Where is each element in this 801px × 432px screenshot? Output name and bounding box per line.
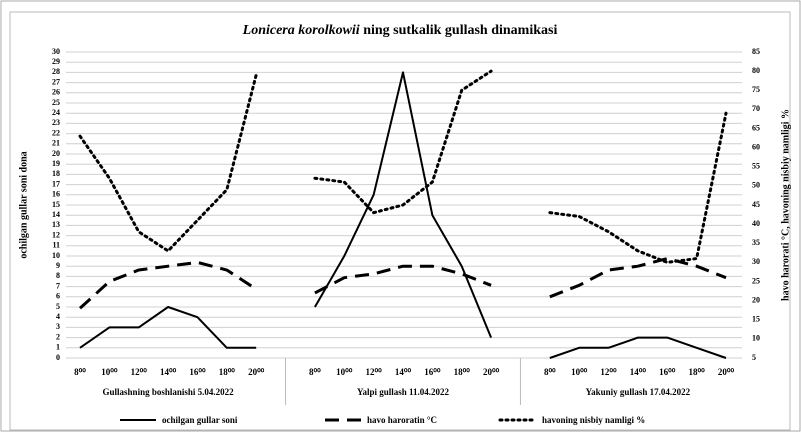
group-label: Yakuniy gullash 17.04.2022 xyxy=(586,387,691,397)
y-tick-label: 15 xyxy=(52,200,60,209)
series-line xyxy=(78,69,728,264)
x-tick-label: 10⁰⁰ xyxy=(571,367,588,377)
y-tick-label: 11 xyxy=(52,241,60,250)
x-tick-label: 10⁰⁰ xyxy=(101,367,118,377)
y-tick-label: 24 xyxy=(52,108,60,117)
y2-tick-label: 50 xyxy=(752,181,760,190)
title-species: Lonicera korolkowii xyxy=(242,23,360,38)
y2-tick-label: 5 xyxy=(752,353,756,362)
series-line xyxy=(78,257,727,310)
y-tick-label: 18 xyxy=(52,169,60,178)
legend-label: havo haroratin °C xyxy=(367,415,437,425)
x-tick-label: 10⁰⁰ xyxy=(336,367,353,377)
x-tick-label: 14⁰⁰ xyxy=(395,367,412,377)
y-tick-label: 8 xyxy=(56,271,60,280)
y-tick-label: 0 xyxy=(56,353,60,362)
x-tick-label: 20⁰⁰ xyxy=(483,367,500,377)
y2-tick-label: 85 xyxy=(752,47,760,56)
x-tick-label: 18⁰⁰ xyxy=(454,367,471,377)
y2-tick-label: 75 xyxy=(752,85,760,94)
y-tick-label: 10 xyxy=(52,251,60,260)
y2-tick-label: 65 xyxy=(752,123,760,132)
x-tick-label: 16⁰⁰ xyxy=(659,367,676,377)
x-tick-label: 18⁰⁰ xyxy=(689,367,706,377)
y2-tick-label: 80 xyxy=(752,66,760,75)
y-tick-label: 9 xyxy=(56,261,60,270)
chart-title: Lonicera korolkowii ning sutkalik gullas… xyxy=(242,23,558,38)
y-tick-label: 20 xyxy=(52,149,60,158)
y-tick-label: 12 xyxy=(52,230,60,239)
y-tick-label: 30 xyxy=(52,47,60,56)
y-tick-label: 27 xyxy=(52,77,60,86)
y-tick-label: 14 xyxy=(52,210,60,219)
y-tick-label: 22 xyxy=(52,128,60,137)
x-tick-label: 20⁰⁰ xyxy=(718,367,735,377)
title-rest: ning sutkalik gullash dinamikasi xyxy=(360,23,558,38)
y-tick-label: 28 xyxy=(52,67,60,76)
y2-tick-label: 25 xyxy=(752,276,760,285)
y-tick-label: 6 xyxy=(56,292,60,301)
y-tick-label: 21 xyxy=(52,139,60,148)
y2-tick-label: 70 xyxy=(752,104,760,113)
group-label: Yalpi gullash 11.04.2022 xyxy=(357,387,450,397)
y-tick-label: 2 xyxy=(56,332,60,341)
x-tick-label: 12⁰⁰ xyxy=(600,367,617,377)
y-tick-label: 7 xyxy=(56,281,60,290)
y-tick-label: 16 xyxy=(52,190,60,199)
x-tick-label: 14⁰⁰ xyxy=(160,367,177,377)
series-line xyxy=(79,71,727,359)
legend-label: ochilgan gullar soni xyxy=(162,415,238,425)
x-tick-label: 8⁰⁰ xyxy=(544,367,556,377)
y-tick-label: 1 xyxy=(56,343,60,352)
y-tick-label: 3 xyxy=(56,322,60,331)
y2-tick-label: 55 xyxy=(752,162,760,171)
x-tick-label: 20⁰⁰ xyxy=(248,367,265,377)
x-tick-label: 14⁰⁰ xyxy=(630,367,647,377)
y2-tick-label: 45 xyxy=(752,200,760,209)
y-axis-label: ochilgan gullar soni dona xyxy=(18,151,29,258)
y2-tick-label: 20 xyxy=(752,295,760,304)
y-tick-label: 26 xyxy=(52,88,60,97)
x-tick-label: 16⁰⁰ xyxy=(424,367,441,377)
x-tick-label: 12⁰⁰ xyxy=(366,367,383,377)
y2-tick-label: 35 xyxy=(752,238,760,247)
legend-label: havoning nisbiy namligi % xyxy=(542,415,645,425)
x-tick-label: 16⁰⁰ xyxy=(189,367,206,377)
y-tick-label: 17 xyxy=(52,179,60,188)
y-tick-label: 19 xyxy=(52,159,60,168)
y2-tick-label: 30 xyxy=(752,257,760,266)
y-tick-label: 25 xyxy=(52,98,60,107)
x-tick-label: 8⁰⁰ xyxy=(309,367,321,377)
x-tick-label: 8⁰⁰ xyxy=(74,367,86,377)
y2-tick-label: 40 xyxy=(752,219,760,228)
x-tick-label: 18⁰⁰ xyxy=(219,367,236,377)
y-tick-label: 29 xyxy=(52,57,60,66)
y-tick-label: 5 xyxy=(56,302,60,311)
y-tick-label: 4 xyxy=(56,312,60,321)
y2-tick-label: 60 xyxy=(752,142,760,151)
chart-border xyxy=(9,11,791,431)
y-tick-label: 13 xyxy=(52,220,60,229)
y-tick-label: 23 xyxy=(52,118,60,127)
x-tick-label: 12⁰⁰ xyxy=(131,367,148,377)
y2-tick-label: 10 xyxy=(752,334,760,343)
y2-tick-label: 15 xyxy=(752,315,760,324)
y2-axis-label: havo harorati °C, havoning nisbiy namlig… xyxy=(780,109,791,301)
group-label: Gullashning boshlanishi 5.04.2022 xyxy=(103,387,235,397)
